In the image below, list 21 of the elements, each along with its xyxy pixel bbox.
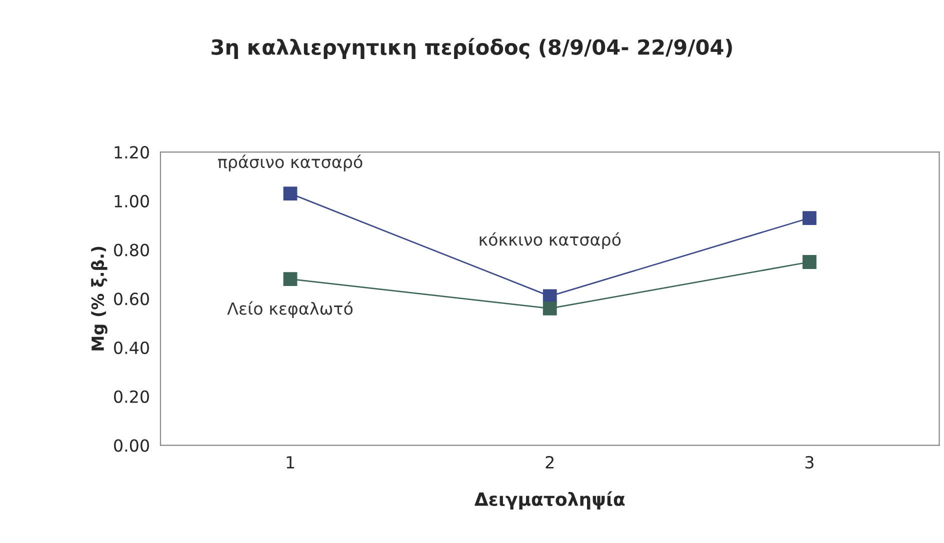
point: [283, 186, 298, 201]
point: [542, 301, 557, 316]
x-tick-label: 2: [546, 456, 554, 468]
y-tick-label: 0.60: [114, 292, 149, 306]
y-tick-label: 0.20: [114, 390, 149, 403]
x-tick-label: 1: [286, 456, 294, 468]
point: [283, 272, 298, 286]
x-tick-label: 3: [805, 456, 814, 469]
y-tick-label: 0.40: [114, 341, 149, 354]
series-label: Λείο κεφαλωτό: [227, 301, 353, 318]
y-tick-label: 1.20: [114, 146, 149, 159]
point: [802, 255, 816, 269]
y-axis-title: Mg (% ξ.β.): [90, 246, 108, 350]
y-tick-label: 0.80: [114, 244, 149, 256]
annotation: κόκκινο κατσαρό: [480, 232, 621, 250]
y-tick-label: 1.00: [114, 194, 149, 208]
chart-title: 3η καλλιεργητικη περίοδος (8/9/04- 22/9/04): [212, 38, 732, 60]
y-tick-label: 0.00: [114, 439, 149, 452]
x-axis-title: Δειγματοληψία: [474, 491, 625, 510]
series-label: πράσινο κατσαρό: [218, 154, 362, 172]
point: [802, 211, 816, 225]
